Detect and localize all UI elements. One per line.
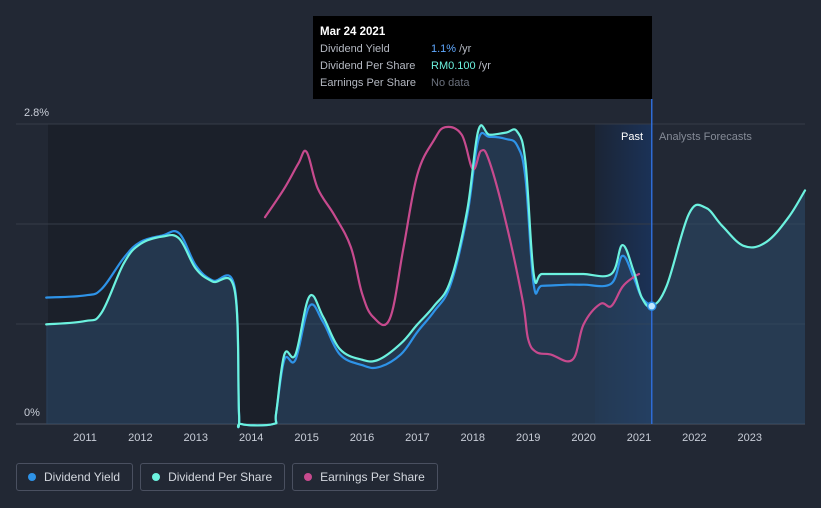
x-tick-label: 2014: [239, 432, 263, 444]
y-tick-top: 2.8%: [24, 107, 49, 119]
tooltip: Mar 24 2021 Dividend Yield 1.1% /yr Divi…: [313, 16, 652, 99]
legend-label: Dividend Yield: [44, 470, 121, 484]
tooltip-value: RM0.100: [431, 60, 476, 72]
x-tick-label: 2021: [627, 432, 651, 444]
tooltip-label: Dividend Yield: [320, 43, 390, 55]
legend-dividend-per-share[interactable]: Dividend Per Share: [140, 463, 286, 491]
legend-dot-icon: [152, 473, 161, 481]
dividend-yield-line: [45, 131, 653, 429]
x-axis-ticks: 2011 2012 2013 2014 2015 2016 2017 2018 2019 2020…: [73, 432, 762, 444]
legend-dividend-yield[interactable]: Dividend Yield: [16, 463, 134, 491]
y-tick-bottom: 0%: [24, 407, 40, 419]
legend-dot-icon: [28, 473, 36, 481]
x-tick-label: 2016: [350, 432, 374, 444]
cursor-dot: [646, 301, 657, 311]
legend-dot-icon: [304, 473, 313, 481]
legend: Dividend Yield Dividend Per Share Earnin…: [16, 463, 438, 491]
x-tick-label: 2017: [405, 432, 429, 444]
region-label-past: Past: [621, 131, 643, 143]
legend-label: Dividend Per Share: [168, 470, 273, 484]
tooltip-value: 1.1%: [431, 43, 457, 55]
tooltip-value: No data: [431, 77, 470, 89]
x-tick-label: 2013: [184, 432, 208, 444]
x-tick-label: 2011: [73, 432, 97, 444]
legend-earnings-per-share[interactable]: Earnings Per Share: [292, 463, 438, 491]
tooltip-row-dps: Dividend Per Share RM0.100 /yr: [320, 58, 645, 75]
tooltip-row-yield: Dividend Yield 1.1% /yr: [320, 41, 645, 58]
tooltip-label: Earnings Per Share: [320, 77, 416, 89]
x-tick-label: 2022: [682, 432, 706, 444]
x-tick-label: 2020: [571, 432, 595, 444]
legend-label: Earnings Per Share: [320, 470, 425, 484]
x-tick-label: 2023: [738, 432, 762, 444]
tooltip-date: Mar 24 2021: [320, 26, 386, 38]
tooltip-unit: /yr: [459, 43, 472, 55]
tooltip-unit: /yr: [478, 60, 491, 72]
x-tick-label: 2015: [294, 432, 318, 444]
dividend-per-share-area: [46, 125, 805, 428]
region-label-forecast: Analysts Forecasts: [659, 131, 752, 143]
earnings-per-share-line: [263, 125, 641, 363]
x-tick-label: 2012: [128, 432, 152, 444]
tooltip-row-eps: Earnings Per Share No data: [320, 75, 645, 92]
x-tick-label: 2019: [516, 432, 540, 444]
tooltip-label: Dividend Per Share: [320, 60, 416, 72]
x-tick-label: 2018: [461, 432, 485, 444]
